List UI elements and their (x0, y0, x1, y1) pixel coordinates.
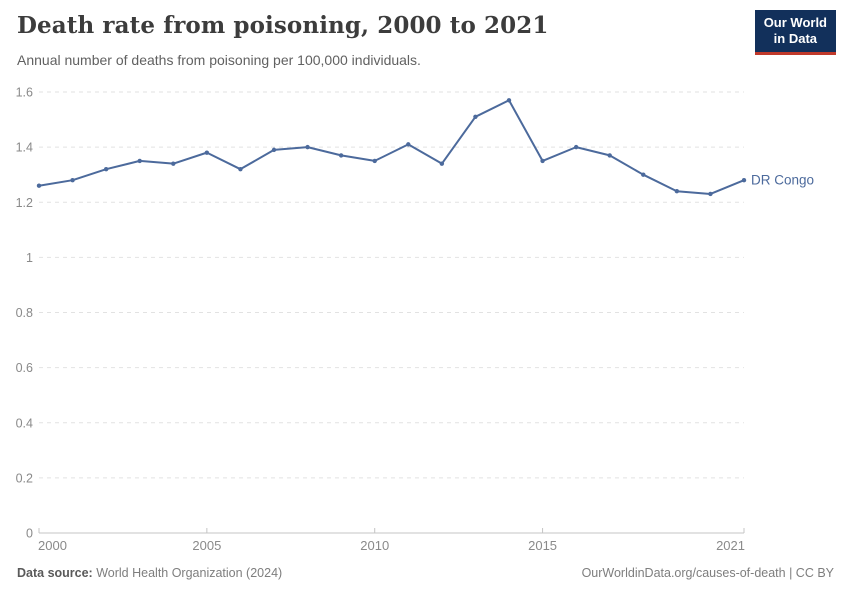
y-tick-label-0.8: 0.8 (16, 306, 33, 320)
data-point-2020[interactable] (708, 191, 713, 197)
page-title: Death rate from poisoning, 2000 to 2021 (17, 12, 549, 39)
data-point-2004[interactable] (171, 161, 176, 166)
series-line-dr-congo[interactable] (38, 99, 745, 195)
data-point-2001[interactable] (70, 178, 75, 183)
data-point-2012[interactable] (439, 161, 445, 166)
x-tick-label-2000: 2000 (38, 538, 67, 553)
attribution-link[interactable]: OurWorldinData.org/causes-of-death | CC … (581, 566, 834, 580)
data-point-2018[interactable] (641, 172, 646, 177)
data-point-2015[interactable] (540, 158, 545, 164)
line-chart-svg: 0 0.2 0.4 0.6 0.8 1 1.2 1.4 1.6 2000 2005 2010 2015 2… (16, 86, 814, 554)
data-point-2011[interactable] (406, 142, 411, 147)
y-tick-label-0.4: 0.4 (16, 416, 33, 430)
data-point-2021[interactable] (741, 178, 747, 183)
y-tick-label-1: 1 (26, 251, 33, 265)
series-end-label[interactable]: DR Congo (751, 173, 814, 188)
data-point-2009[interactable] (338, 153, 344, 158)
owid-logo-line2: in Data (773, 31, 818, 47)
data-point-2010[interactable] (372, 158, 377, 164)
data-point-2013[interactable] (473, 114, 478, 120)
data-point-2006[interactable] (238, 166, 243, 172)
data-point-2005[interactable] (204, 150, 210, 155)
data-point-2016[interactable] (573, 144, 579, 150)
chart-footer: Data source: World Health Organization (… (17, 566, 834, 580)
data-point-2008[interactable] (305, 144, 310, 150)
y-tick-label-1.4: 1.4 (16, 141, 33, 155)
x-tick-label-2021: 2021 (716, 538, 745, 553)
chart-subtitle: Annual number of deaths from poisoning p… (17, 52, 421, 68)
data-point-2002[interactable] (103, 166, 109, 172)
y-tick-label-0.2: 0.2 (16, 471, 33, 485)
x-tick-label-2010: 2010 (360, 538, 389, 553)
data-point-2014[interactable] (506, 98, 512, 103)
owid-logo[interactable]: Our World in Data (754, 10, 836, 55)
data-point-2019[interactable] (674, 189, 680, 194)
x-tick-label-2015: 2015 (528, 538, 557, 553)
data-source-value: World Health Organization (2024) (96, 566, 283, 580)
y-tick-label-1.2: 1.2 (16, 196, 33, 210)
y-tick-label-0.6: 0.6 (16, 361, 33, 375)
data-point-2017[interactable] (607, 153, 612, 158)
data-point-2000[interactable] (36, 183, 42, 188)
data-source-label: Data source: (17, 566, 93, 580)
data-source: Data source: World Health Organization (… (17, 566, 282, 580)
y-tick-label-0: 0 (26, 527, 33, 541)
x-tick-label-2005: 2005 (192, 538, 221, 553)
data-point-2003[interactable] (137, 158, 142, 164)
line-chart: 0 0.2 0.4 0.6 0.8 1 1.2 1.4 1.6 2000 2005 2010 2015 2… (0, 80, 850, 555)
y-tick-label-1.6: 1.6 (16, 86, 33, 100)
owid-logo-line1: Our World (763, 15, 827, 30)
data-point-2007[interactable] (271, 147, 277, 153)
